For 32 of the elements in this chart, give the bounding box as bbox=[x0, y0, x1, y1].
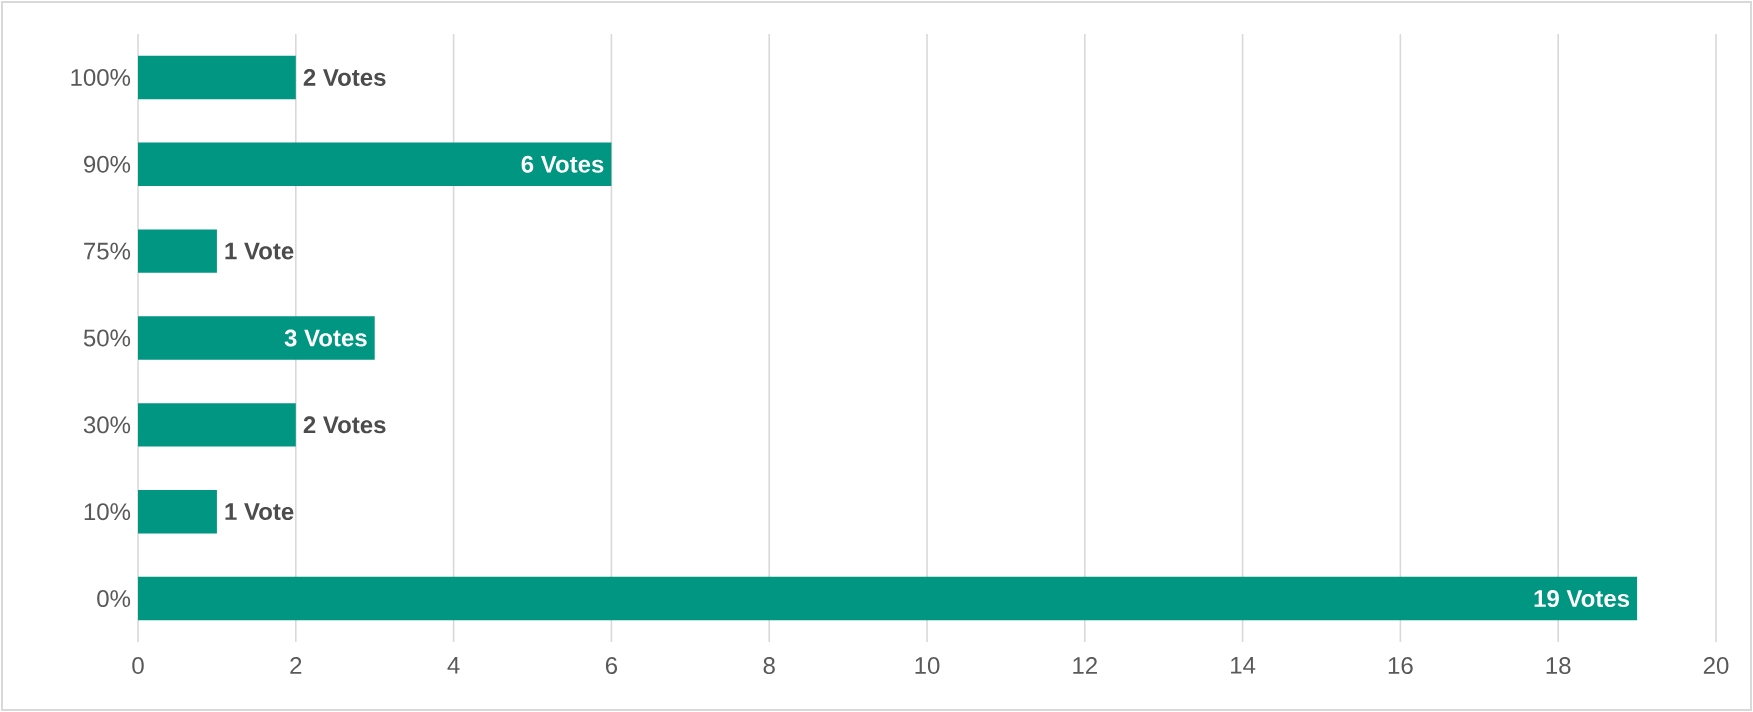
x-tick-label: 4 bbox=[447, 657, 460, 674]
data-label: 3 Votes bbox=[284, 329, 367, 347]
y-tick-label: 0% bbox=[97, 590, 131, 608]
x-tick-label: 14 bbox=[1231, 657, 1256, 674]
x-tick-label: 8 bbox=[763, 657, 775, 675]
x-tick-label: 6 bbox=[605, 657, 618, 675]
data-label: 2 Votes bbox=[303, 68, 386, 86]
x-tick-label: 10 bbox=[915, 657, 940, 675]
data-label: 1 Vote bbox=[225, 503, 294, 521]
bar bbox=[138, 403, 296, 447]
x-tick-label: 2 bbox=[290, 657, 302, 674]
data-label: 19 Votes bbox=[1534, 590, 1630, 608]
bar bbox=[138, 142, 612, 186]
data-label: 2 Votes bbox=[303, 416, 386, 434]
x-tick-label: 16 bbox=[1388, 657, 1413, 675]
y-tick-label: 90% bbox=[84, 155, 131, 173]
y-tick-label: 30% bbox=[83, 416, 131, 434]
x-tick-label: 12 bbox=[1073, 657, 1097, 674]
y-tick-label: 75% bbox=[84, 242, 131, 260]
y-tick-label: 100% bbox=[71, 68, 131, 86]
bar bbox=[138, 490, 217, 534]
x-tick-label: 18 bbox=[1546, 657, 1571, 675]
data-label: 6 Votes bbox=[521, 155, 604, 173]
y-tick-label: 10% bbox=[84, 503, 131, 521]
data-label: 1 Vote bbox=[225, 242, 294, 260]
bar bbox=[138, 316, 375, 360]
x-tick-label: 20 bbox=[1703, 657, 1729, 675]
x-tick-label: 0 bbox=[132, 657, 144, 675]
y-tick-label: 50% bbox=[83, 329, 131, 347]
bar bbox=[138, 55, 296, 100]
bar bbox=[138, 229, 217, 273]
bar bbox=[138, 576, 1638, 621]
